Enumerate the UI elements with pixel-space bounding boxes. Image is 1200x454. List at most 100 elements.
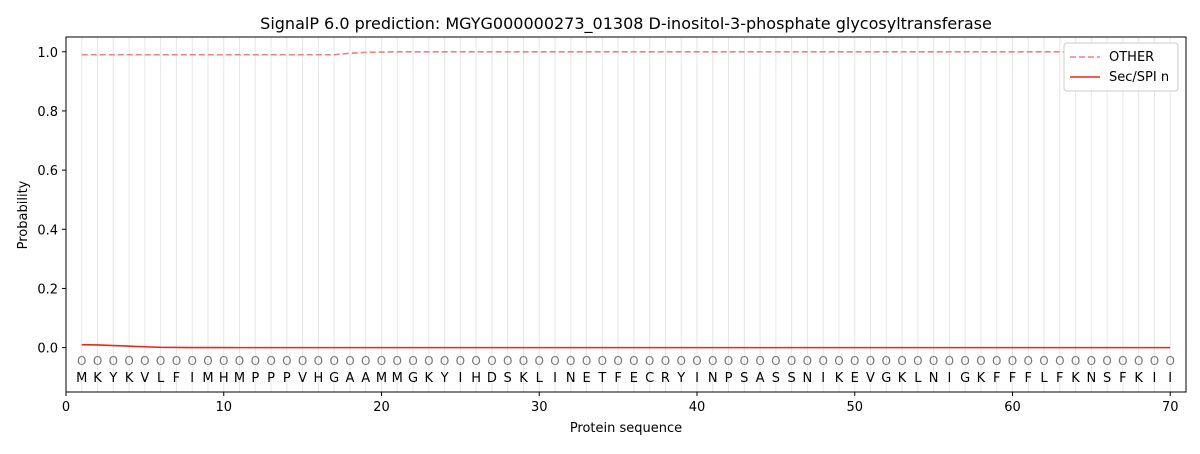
position-label: O (187, 354, 196, 368)
position-label: O (361, 354, 370, 368)
sequence-residue: H (314, 371, 324, 386)
position-label: O (740, 354, 749, 368)
position-label: O (913, 354, 922, 368)
x-tick-label: 40 (689, 400, 706, 415)
sequence-residue: I (1153, 371, 1157, 386)
sequence-residue: C (645, 371, 654, 386)
sequence-residue: E (582, 371, 590, 386)
sequence-residue: Y (440, 371, 449, 386)
y-tick-label: 0.4 (37, 223, 58, 238)
position-label: O (424, 354, 433, 368)
position-label: O (708, 354, 717, 368)
legend-box (1063, 42, 1179, 92)
sequence-residue: F (173, 371, 180, 386)
sequence-residue: P (251, 371, 259, 386)
sequence-residue: K (125, 371, 134, 386)
legend-label-sec-spi-n: Sec/SPI n (1109, 70, 1169, 85)
position-label: O (1008, 354, 1017, 368)
sequence-residue: N (566, 371, 576, 386)
position-label: O (140, 354, 149, 368)
position-label: O (803, 354, 812, 368)
sequence-residue: F (1025, 371, 1032, 386)
position-label: O (487, 354, 496, 368)
position-label: O (1134, 354, 1143, 368)
position-label: O (251, 354, 260, 368)
sequence-residue: K (977, 371, 986, 386)
position-label: O (661, 354, 670, 368)
position-label: O (929, 354, 938, 368)
position-label: O (1039, 354, 1048, 368)
sequence-residue: I (458, 371, 462, 386)
sequence-residue: S (772, 371, 780, 386)
position-label: O (1165, 354, 1174, 368)
position-label: O (976, 354, 985, 368)
position-label: O (771, 354, 780, 368)
sequence-residue: P (283, 371, 291, 386)
x-ticks: 0 10 20 30 40 50 60 70 (62, 392, 1178, 415)
legend: OTHER Sec/SPI n (1063, 42, 1179, 92)
sequence-residue: K (519, 371, 528, 386)
position-label: O (692, 354, 701, 368)
sequence-residue: I (553, 371, 557, 386)
sequence-residue: K (93, 371, 102, 386)
position-label: O (1102, 354, 1111, 368)
sequence-residue: I (1168, 371, 1172, 386)
sequence-residue: I (821, 371, 825, 386)
position-label: O (882, 354, 891, 368)
position-label: O (440, 354, 449, 368)
sequence-residue: M (376, 371, 387, 386)
position-label: O (503, 354, 512, 368)
y-tick-label: 0.8 (37, 105, 58, 120)
position-label: O (1071, 354, 1080, 368)
sequence-residue: A (361, 371, 370, 386)
position-label: O (598, 354, 607, 368)
sequence-residue: P (267, 371, 275, 386)
sequence-residue: F (614, 371, 621, 386)
position-label: O (203, 354, 212, 368)
plot-frame (65, 36, 1187, 393)
position-label: O (1055, 354, 1064, 368)
x-tick-label: 50 (846, 400, 863, 415)
y-ticks: 0.0 0.2 0.4 0.6 0.8 1.0 (37, 46, 66, 357)
sequence-residue: F (1009, 371, 1016, 386)
sequence-residue: K (1071, 371, 1080, 386)
position-label: O (235, 354, 244, 368)
position-label: O (834, 354, 843, 368)
series-line-other (81, 50, 1171, 56)
sequence-residue: H (471, 371, 481, 386)
sequence-residue: F (1056, 371, 1063, 386)
sequence-residue: N (929, 371, 939, 386)
sequence-residue: L (536, 371, 544, 386)
y-tick-label: 0.6 (37, 164, 58, 179)
y-tick-label: 0.2 (37, 282, 58, 297)
sequence-residue: E (630, 371, 638, 386)
position-label: O (1118, 354, 1127, 368)
position-label: O (282, 354, 291, 368)
position-label: O (219, 354, 228, 368)
x-tick-label: 60 (1004, 400, 1021, 415)
position-label: O (298, 354, 307, 368)
position-label: O (456, 354, 465, 368)
sequence-residue: G (881, 371, 891, 386)
position-label: O (582, 354, 591, 368)
sequence-residue: M (76, 371, 87, 386)
position-label: O (314, 354, 323, 368)
sequence-residue: P (725, 371, 733, 386)
sequence-residue: M (392, 371, 403, 386)
sequence-residue: I (695, 371, 699, 386)
position-label: O (613, 354, 622, 368)
sequence-residue: M (234, 371, 245, 386)
position-label: O (393, 354, 402, 368)
sequence-residue: R (661, 371, 670, 386)
position-label: O (519, 354, 528, 368)
sequence-residue: E (851, 371, 859, 386)
position-label: O (992, 354, 1001, 368)
sequence-residue: K (835, 371, 844, 386)
sequence-residue: D (487, 371, 497, 386)
series-layer (81, 50, 1171, 349)
x-tick-label: 10 (215, 400, 232, 415)
position-label: O (1024, 354, 1033, 368)
position-label: O (124, 354, 133, 368)
